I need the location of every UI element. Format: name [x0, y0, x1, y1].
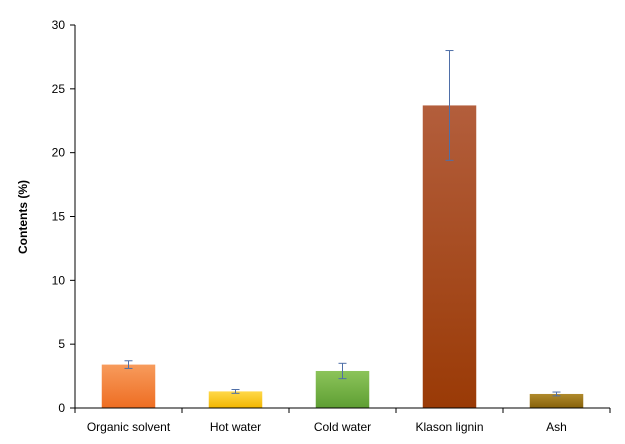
- y-tick-label: 5: [58, 337, 65, 351]
- y-tick-label: 15: [52, 210, 66, 224]
- x-axis: Organic solvent Hot water Cold water Klason…: [74, 407, 611, 434]
- y-tick-label: 30: [52, 18, 66, 32]
- bars: [101, 105, 584, 409]
- y-tick-label: 0: [58, 401, 65, 415]
- y-axis: 0 5 10 15 20 25 30: [52, 18, 76, 415]
- y-tick-label: 25: [52, 82, 66, 96]
- bar-organic-solvent: [101, 364, 156, 408]
- x-tick-label: Ash: [546, 420, 567, 434]
- x-tick-label: Klason lignin: [415, 420, 483, 434]
- y-tick-label: 20: [52, 146, 66, 160]
- x-tick-label: Cold water: [314, 420, 371, 434]
- x-tick-label: Hot water: [210, 420, 261, 434]
- bar-hot-water: [208, 391, 263, 408]
- y-tick-label: 10: [52, 273, 66, 287]
- bar-ash: [529, 393, 584, 408]
- error-bars: [124, 50, 561, 397]
- x-tick-label: Organic solvent: [87, 420, 171, 434]
- y-axis-title: Contents (%): [16, 180, 30, 254]
